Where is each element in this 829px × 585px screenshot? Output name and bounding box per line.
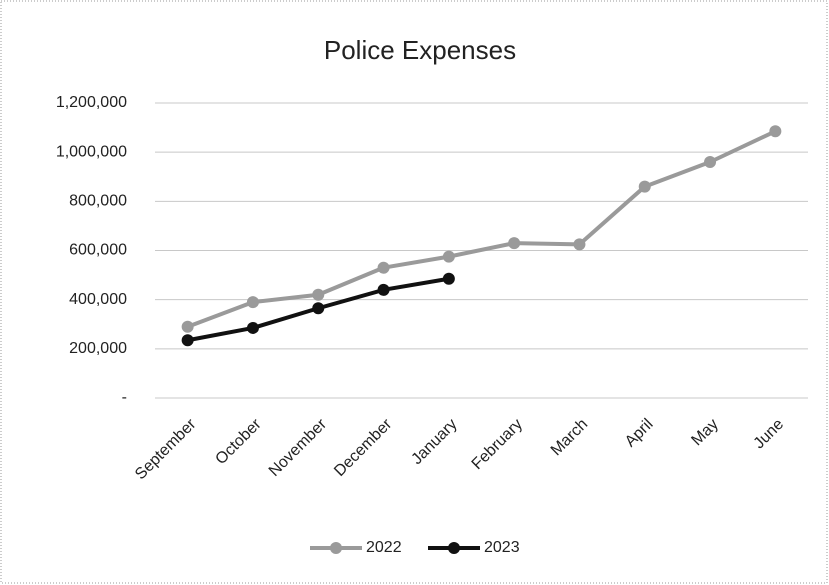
data-point [377,261,390,274]
data-point [181,334,194,347]
legend-marker [448,542,460,554]
legend-marker [330,542,342,554]
data-point [638,180,651,193]
data-point [377,283,390,296]
series-line [186,129,777,329]
y-tick-label: 1,200,000 [56,94,127,111]
chart-title: Police Expenses [324,35,516,65]
data-point [312,302,325,315]
data-point [573,238,586,251]
data-point [246,296,259,309]
y-tick-label: 600,000 [69,242,127,259]
y-tick-label: - [122,389,127,406]
data-point [442,272,455,285]
data-point [246,321,259,334]
data-point [442,250,455,263]
y-tick-label: 200,000 [69,340,127,357]
y-tick-label: 800,000 [69,193,127,210]
data-point [704,156,717,168]
data-point [312,288,325,301]
legend-label: 2022 [366,539,402,556]
data-point [769,125,782,138]
data-point [508,237,521,250]
data-point [181,320,194,333]
y-tick-label: 400,000 [69,291,127,308]
legend-label: 2023 [484,539,520,556]
y-tick-label: 1,000,000 [56,143,127,160]
